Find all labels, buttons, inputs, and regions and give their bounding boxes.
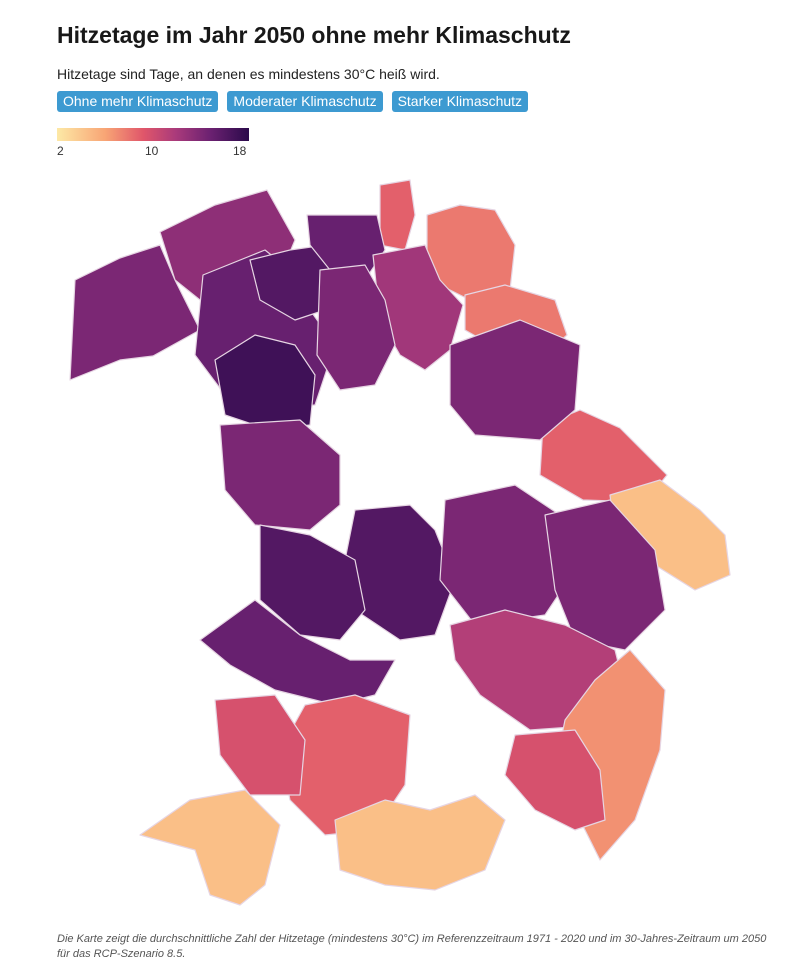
map-region (316, 264, 396, 391)
scenario-button-moderat[interactable]: Moderater Klimaschutz (227, 91, 383, 112)
legend-tick-min: 2 (57, 144, 64, 158)
map-region (214, 694, 306, 796)
map-region (544, 499, 666, 651)
page-title: Hitzetage im Jahr 2050 ohne mehr Klimasc… (57, 22, 571, 48)
map-region (334, 794, 506, 891)
map-region (139, 789, 281, 906)
color-legend: 2 10 18 (57, 128, 249, 158)
map-region (219, 419, 341, 531)
bavaria-map (69, 179, 731, 906)
map-region (449, 319, 581, 441)
map-region (214, 334, 316, 431)
legend-tick-max: 18 (233, 144, 247, 158)
scenario-button-ohne[interactable]: Ohne mehr Klimaschutz (57, 91, 219, 112)
scenario-button-stark[interactable]: Starker Klimaschutz (391, 91, 529, 112)
scenario-button-group: Ohne mehr Klimaschutz Moderater Klimasch… (57, 91, 529, 112)
legend-labels: 2 10 18 (57, 141, 249, 158)
page-subtitle: Hitzetage sind Tage, an denen es mindest… (57, 66, 440, 82)
legend-gradient-bar (57, 128, 249, 141)
footnote: Die Karte zeigt die durchschnittliche Za… (57, 933, 767, 960)
legend-tick-mid: 10 (145, 144, 159, 158)
map-region (379, 179, 416, 251)
map-region (344, 504, 456, 641)
map-region (259, 524, 366, 641)
map-region (504, 729, 606, 831)
